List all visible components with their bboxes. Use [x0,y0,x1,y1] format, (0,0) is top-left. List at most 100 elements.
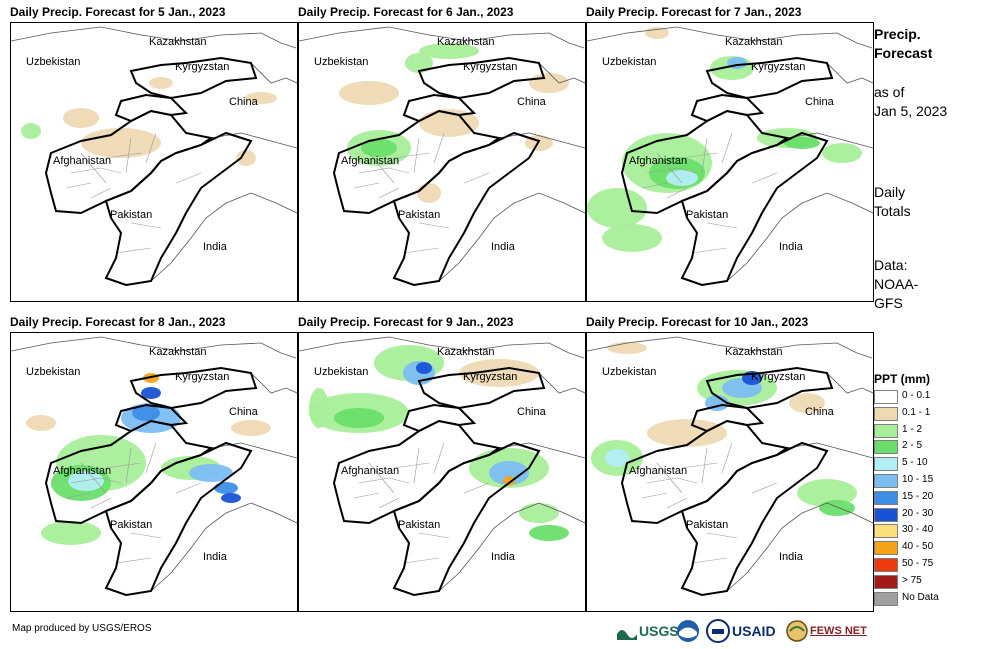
label-kazakhstan: Kazakhstan [437,36,495,48]
precip-blob [68,471,104,491]
label-kyrgyzstan: Kyrgyzstan [463,371,518,383]
legend-swatch [874,507,898,522]
precip-map-svg [587,26,873,287]
side-title-line1: Precip. [874,26,921,42]
province-boundaries [641,132,778,254]
legend-swatch [874,574,898,589]
precip-blob [529,73,569,93]
fewsnet-logo: FEWS NET [786,618,867,644]
precip-map: Kazakhstan Uzbekistan Kyrgyzstan China Afgha… [586,22,874,302]
legend-label: 5 - 10 [902,457,928,469]
precip-blob [784,137,820,149]
province-boundaries [65,132,202,254]
panel-title: Daily Precip. Forecast for 10 Jan., 2023 [586,315,809,329]
label-india: India [779,241,803,253]
kyrgyzstan-outline [129,56,258,100]
legend-label: 10 - 15 [902,474,934,485]
precip-blob [231,420,271,436]
india-border [150,192,297,282]
precip-blob [41,521,101,545]
legend-label: 30 - 40 [902,524,934,536]
precip-map-svg [587,336,873,597]
legend-swatch [874,474,898,488]
precip-blob [21,123,41,139]
label-china: China [805,406,834,418]
precip-blob [141,387,161,399]
label-uzbekistan: Uzbekistan [314,366,369,378]
tajikistan-outline [690,93,765,123]
precip-map: Kazakhstan Uzbekistan Kyrgyzstan China Afgha… [586,332,874,612]
map-panel-6: Daily Precip. Forecast for 10 Jan., 2023… [586,315,874,615]
label-pakistan: Pakistan [686,519,729,531]
usgs-wave-icon [617,630,637,640]
precip-field [587,27,862,252]
precip-blob [416,362,432,374]
precip-blob [245,92,277,104]
label-china: China [805,96,834,108]
precip-blob [214,482,238,494]
label-kyrgyzstan: Kyrgyzstan [751,371,806,383]
legend-swatch [874,490,898,505]
map-panel-5: Daily Precip. Forecast for 9 Jan., 2023 K… [298,315,586,615]
kyrgyzstan-outline [129,366,258,410]
china-border [786,62,873,149]
precip-map: Kazakhstan Uzbekistan Kyrgyzstan China Afgha… [298,332,586,612]
precip-blob [822,143,862,163]
precip-blob [647,419,727,447]
pakistan-outline [104,441,253,597]
precip-blob [607,342,647,354]
fewsnet-globe-icon [786,620,808,642]
label-pakistan: Pakistan [110,519,153,531]
china-border [786,372,873,459]
precip-blob [405,53,433,73]
precip-map: Kazakhstan Uzbekistan Kyrgyzstan China Afgha… [10,22,298,302]
label-afghanistan: Afghanistan [341,465,400,477]
kazakhstan-border [299,336,585,359]
label-kazakhstan: Kazakhstan [725,36,783,48]
precip-blob [797,479,857,507]
pakistan-outline [680,441,829,597]
precip-blob [334,408,384,428]
legend-swatch [874,423,898,438]
china-border [498,62,585,149]
label-pakistan: Pakistan [398,519,441,531]
usgs-logo: USGS [617,618,679,644]
label-china: China [517,96,546,108]
precip-blob [189,464,233,482]
label-india: India [779,551,803,563]
precip-map: Kazakhstan Uzbekistan Kyrgyzstan China Afgha… [298,22,586,302]
precip-blob [489,461,529,485]
legend-label: 0 - 0.1 [902,390,931,401]
noaa-logo [676,618,700,644]
legend-label: 0.1 - 1 [902,406,931,418]
province-boundaries [353,442,490,564]
kyrgyzstan-outline [705,56,834,100]
legend-swatch [874,524,898,539]
panel-title: Daily Precip. Forecast for 6 Jan., 2023 [298,5,514,19]
usaid-logo-text: USAID [732,623,776,639]
precip-field [339,43,569,203]
usaid-seal-icon [706,619,730,643]
legend-label: 1 - 2 [902,423,923,435]
usaid-logo: USAID [706,618,776,644]
label-uzbekistan: Uzbekistan [602,56,657,68]
precip-blob [81,128,161,158]
precip-blob [26,415,56,431]
label-kazakhstan: Kazakhstan [149,346,207,358]
label-uzbekistan: Uzbekistan [314,56,369,68]
noaa-seal-icon [677,620,699,642]
panel-title: Daily Precip. Forecast for 5 Jan., 2023 [10,5,226,19]
precip-field [21,77,277,166]
china-border [498,372,585,459]
india-border [438,192,585,282]
precip-blob [417,183,441,203]
label-afghanistan: Afghanistan [53,465,112,477]
label-afghanistan: Afghanistan [629,155,688,167]
label-kyrgyzstan: Kyrgyzstan [751,61,806,73]
precip-map-svg [11,336,297,597]
province-boundaries [65,442,202,564]
india-border [726,192,873,282]
pakistan-outline [392,131,541,287]
side-data-line2: NOAA- [874,276,919,292]
pakistan-outline [104,131,253,287]
